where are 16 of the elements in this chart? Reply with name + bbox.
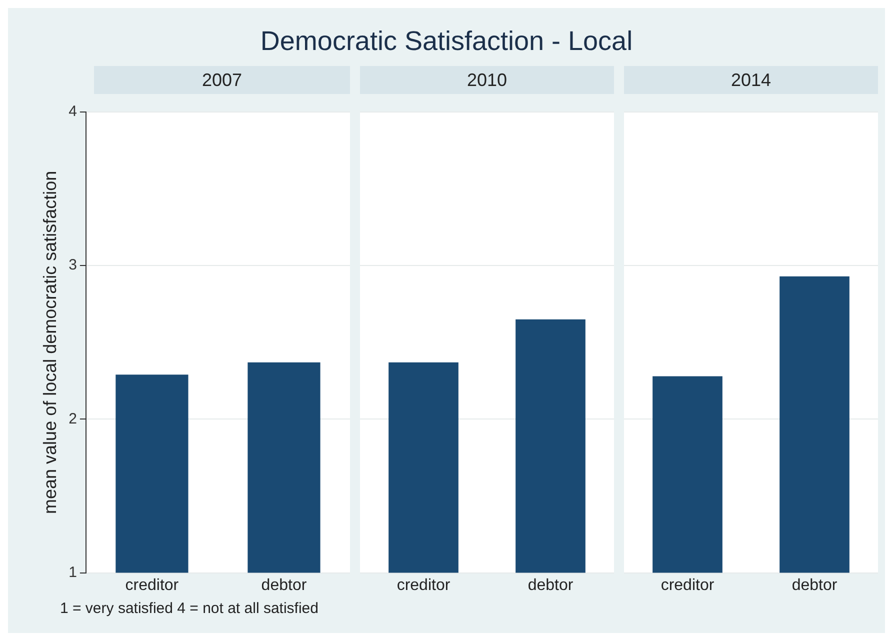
chart-title: 2010: [360, 66, 614, 94]
y-tick-label: 4: [68, 103, 77, 120]
x-tick-label: creditor: [125, 576, 180, 594]
x-tick-label: creditor: [396, 576, 451, 594]
chart-title: 2007: [94, 66, 350, 94]
x-tick-label: debtor: [261, 576, 308, 594]
y-tick-label: 1: [68, 564, 77, 581]
x-tick-label: debtor: [528, 576, 574, 594]
chart-title: 2014: [624, 66, 878, 94]
x-tick-label: creditor: [660, 576, 715, 594]
y-tick-label: 3: [68, 256, 77, 274]
y-axis-title: mean value of local democratic satisfaction: [40, 170, 60, 514]
y-tick-label: 2: [68, 410, 77, 428]
text: Democratic Satisfaction - Local: [259, 26, 634, 57]
text: 1 = very satisfied 4 = not at all satisfied: [60, 600, 318, 617]
x-tick-label: debtor: [792, 576, 838, 594]
